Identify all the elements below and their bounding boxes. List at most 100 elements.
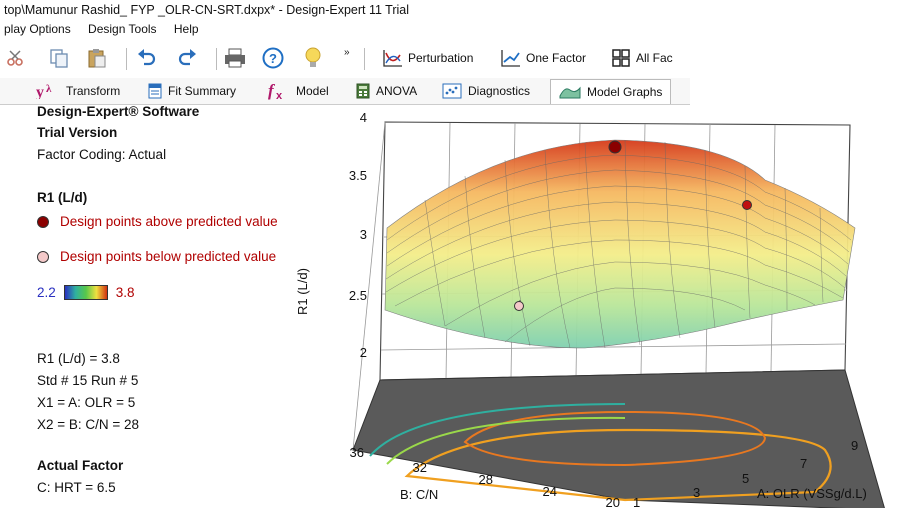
design-point-above-1[interactable] [608,140,622,154]
z-axis-label: R1 (L/d) [295,268,310,315]
one-factor-button[interactable]: One Factor [500,46,586,70]
below-point-icon [37,250,49,263]
z-tick: 2 [360,345,367,360]
cut-button[interactable] [4,46,26,70]
menu-display-options[interactable]: play Options [4,22,71,36]
redo-icon [176,47,198,69]
color-scale: 2.2 3.8 [37,285,135,300]
x-axis-label: A: OLR (VSSg/d.L) [757,486,867,501]
y-tick: 36 [350,445,364,460]
response-name: R1 (L/d) [37,190,88,205]
svg-text:λ: λ [46,83,52,95]
y-axis-label: B: C/N [400,487,438,502]
tab-label: ANOVA [376,84,418,98]
actual-factor-value: C: HRT = 6.5 [37,480,116,495]
perturbation-icon [382,47,404,69]
design-point-below[interactable] [514,301,524,311]
tab-diagnostics[interactable]: Diagnostics [442,80,530,102]
factor-coding: Factor Coding: Actual [37,147,167,162]
all-factors-label: All Fac [636,51,673,65]
point-x1: X1 = A: OLR = 5 [37,395,136,410]
all-factors-icon [610,47,632,69]
actual-factor-heading: Actual Factor [37,458,124,473]
help-icon: ? [262,47,284,69]
point-r1: R1 (L/d) = 3.8 [37,351,120,366]
undo-icon [136,47,158,69]
redo-button[interactable] [176,46,198,70]
z-tick: 3 [360,227,367,242]
y-tick: 28 [479,472,493,487]
x-tick: 9 [851,438,858,453]
legend-above: Design points above predicted value [37,214,278,229]
one-factor-icon [500,47,522,69]
print-button[interactable] [224,46,246,70]
design-points [514,140,752,311]
toolbar: ? » Perturbation One Factor All Fac [0,40,690,76]
y-tick: 20 [606,495,620,508]
x-tick: 7 [800,456,807,471]
legend-above-label: Design points above predicted value [60,214,278,229]
software-name: Design-Expert® Software [37,104,200,119]
floor-plane [352,369,885,508]
color-scale-bar [63,285,108,300]
x-tick: 1 [633,495,640,508]
lightbulb-icon [302,47,324,69]
response-surface-chart: 4 3.5 3 2.5 2 R1 (L/d) 36 32 28 24 20 B:… [295,110,885,508]
point-std: Std # 15 Run # 5 [37,373,139,388]
undo-button[interactable] [136,46,158,70]
perturbation-button[interactable]: Perturbation [382,46,473,70]
tab-fit-summary[interactable]: Fit Summary [148,80,236,102]
point-x2: X2 = B: C/N = 28 [37,417,140,432]
scissors-icon [4,47,26,69]
hint-button[interactable] [302,46,324,70]
model-graphs-icon [559,84,581,100]
window-title: top\Mamunur Rashid_ FYP _OLR-CN-SRT.dxpx… [0,0,907,20]
design-point-above-2[interactable] [742,200,752,210]
svg-text:y: y [36,84,44,99]
svg-text:x: x [276,90,283,100]
surface [384,139,856,349]
tab-label: Transform [66,84,121,98]
tab-label: Diagnostics [468,84,531,98]
tab-label: Model Graphs [587,85,663,99]
tab-anova[interactable]: ANOVA [356,80,417,102]
above-point-icon [37,215,49,228]
anova-icon [356,83,370,99]
toolbar-overflow[interactable]: » [344,46,350,58]
diagnostics-icon [442,83,462,99]
one-factor-label: One Factor [526,51,587,65]
menu-bar: play Options Design Tools Help [0,20,907,38]
tab-model-graphs[interactable]: Model Graphs [550,79,672,104]
x-tick: 5 [742,471,749,486]
z-tick: 4 [360,110,367,125]
paste-button[interactable] [86,46,108,70]
x-tick: 3 [693,485,700,500]
legend-below: Design points below predicted value [37,249,276,264]
scale-min: 2.2 [37,285,56,300]
all-factors-button[interactable]: All Fac [610,46,673,70]
svg-text:?: ? [269,51,277,66]
copy-button[interactable] [48,46,70,70]
copy-icon [48,47,70,69]
z-tick: 3.5 [349,168,367,183]
z-tick: 2.5 [349,288,367,303]
y-tick: 32 [413,460,427,475]
perturbation-label: Perturbation [408,51,474,65]
menu-design-tools[interactable]: Design Tools [88,22,157,36]
help-button[interactable]: ? [262,46,284,70]
tab-label: Fit Summary [168,84,237,98]
paste-icon [86,47,108,69]
fit-summary-icon [148,83,162,99]
svg-text:f: f [268,82,276,100]
y-tick: 24 [543,484,557,499]
tab-label: Model [296,84,329,98]
trial-version: Trial Version [37,125,118,140]
menu-help[interactable]: Help [173,22,199,36]
scale-max: 3.8 [115,285,135,300]
legend-below-label: Design points below predicted value [60,249,277,264]
